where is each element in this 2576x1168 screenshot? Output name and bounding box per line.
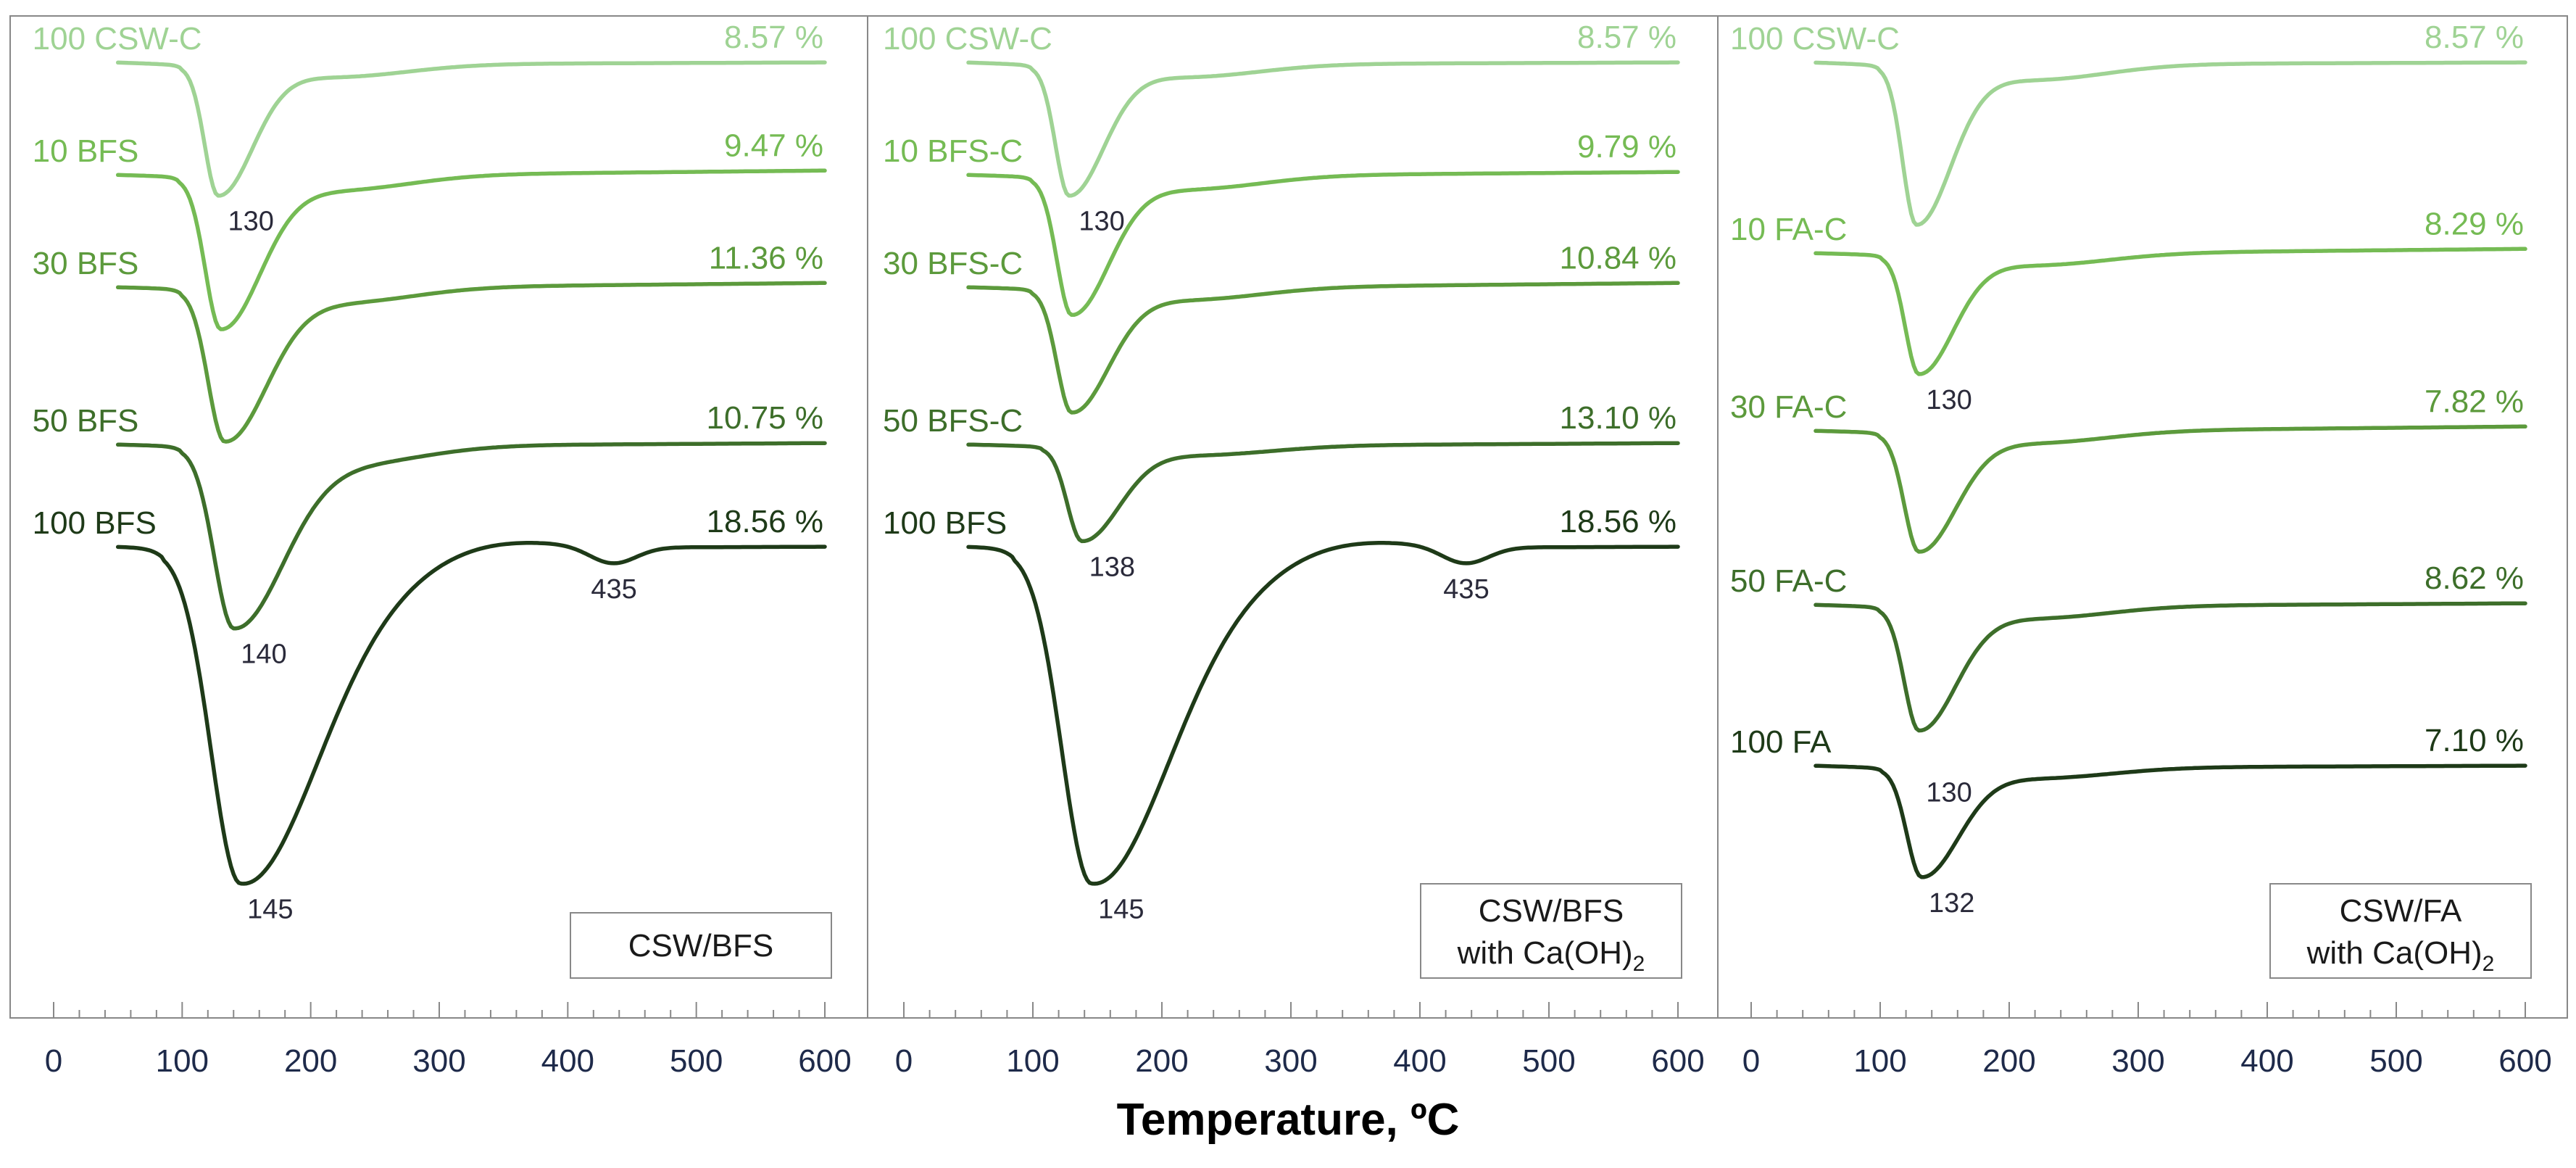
peak-label: 140 <box>241 639 286 670</box>
series-line-10-fa-c <box>1813 247 2527 376</box>
panel3-frame <box>1717 15 2568 1019</box>
series-name-label: 50 FA-C <box>1730 563 1847 599</box>
panels-group: 0 100 200 300 400 500 600 100 CSW-C 8.57 % 10 BFS… <box>9 15 2568 1079</box>
x-tick-label: 600 <box>798 1043 851 1079</box>
x-tick-label: 400 <box>2240 1043 2293 1079</box>
panel3: 0 100 200 300 400 500 600 100 CSW-C 8.57 % 10 FA-… <box>1717 15 2568 1079</box>
x-tick-label: 300 <box>1264 1043 1317 1079</box>
x-tick-label: 100 <box>156 1043 209 1079</box>
x-tick-label: 500 <box>670 1043 723 1079</box>
series-name-label: 30 FA-C <box>1730 389 1847 425</box>
panel-label-box <box>1420 883 1682 979</box>
peak-label: 132 <box>1929 888 1974 919</box>
peak-label: 435 <box>1443 574 1489 605</box>
x-tick-label: 0 <box>895 1043 913 1079</box>
panel-label-text: with Ca(OH)2 <box>1457 935 1645 976</box>
peak-label: 435 <box>591 574 636 605</box>
mass-loss-label: 11.36 % <box>709 240 823 276</box>
mass-loss-label: 9.47 % <box>724 128 823 163</box>
panel-label-box <box>2269 883 2532 979</box>
x-tick-label: 0 <box>45 1043 62 1079</box>
series-line-10-bfs <box>115 168 827 331</box>
x-tick-label: 0 <box>1742 1043 1760 1079</box>
series-name-label: 50 BFS-C <box>883 403 1023 439</box>
panel-label-box <box>570 912 832 979</box>
peak-label: 130 <box>1926 777 1972 808</box>
series-line-10-bfs-c <box>966 170 1680 318</box>
series-line-100-csw-c <box>966 60 1680 198</box>
x-tick-label: 600 <box>2498 1043 2551 1079</box>
series-name-label: 100 CSW-C <box>33 21 202 57</box>
mass-loss-label: 10.84 % <box>1560 240 1677 276</box>
peak-label: 130 <box>228 207 274 237</box>
mass-loss-label: 18.56 % <box>707 504 823 539</box>
series-line-100-csw-c <box>1813 60 2527 227</box>
series-line-100-bfs <box>966 541 1680 886</box>
mass-loss-label: 8.57 % <box>724 20 823 55</box>
x-tick-label: 500 <box>2369 1043 2422 1079</box>
mass-loss-label: 8.57 % <box>1577 20 1677 55</box>
peak-label: 138 <box>1089 552 1135 582</box>
mass-loss-label: 8.62 % <box>2425 560 2524 596</box>
series-line-50-bfs <box>115 441 827 631</box>
peak-label: 145 <box>1098 894 1144 924</box>
panel1: 0 100 200 300 400 500 600 100 CSW-C 8.57 % 10 BFS… <box>9 15 868 1079</box>
peak-label: 130 <box>1079 207 1124 237</box>
panel-label-text: CSW/BFS <box>1479 893 1624 929</box>
x-tick-label: 400 <box>1393 1043 1446 1079</box>
series-name-label: 100 FA <box>1730 724 1832 760</box>
series-name-label: 10 FA-C <box>1730 212 1847 247</box>
series-name-label: 30 BFS <box>33 246 139 281</box>
series-line-30-bfs <box>115 281 827 444</box>
x-tick-label: 200 <box>284 1043 337 1079</box>
mass-loss-label: 9.79 % <box>1577 129 1677 165</box>
mass-loss-label: 7.82 % <box>2425 384 2524 419</box>
series-line-50-fa-c <box>1813 601 2527 733</box>
x-tick-label: 500 <box>1522 1043 1575 1079</box>
series-line-30-fa-c <box>1813 424 2527 554</box>
x-tick-label: 200 <box>1135 1043 1188 1079</box>
mass-loss-label: 7.10 % <box>2425 723 2524 758</box>
x-tick-label: 300 <box>2111 1043 2164 1079</box>
panel-label-text: CSW/FA <box>2340 893 2462 929</box>
series-line-30-bfs-c <box>966 281 1680 415</box>
x-tick-label: 600 <box>1651 1043 1704 1079</box>
panel-label-text: CSW/BFS <box>628 928 773 964</box>
x-tick-label: 200 <box>1982 1043 2035 1079</box>
series-line-100-csw-c <box>115 60 827 198</box>
mass-loss-label: 18.56 % <box>1560 504 1677 539</box>
mass-loss-label: 8.57 % <box>2425 20 2524 55</box>
panel2: 0 100 200 300 400 500 600 100 CSW-C 8.57 % 10 BFS… <box>867 15 1719 1079</box>
mass-loss-label: 8.29 % <box>2425 206 2524 241</box>
x-tick-label: 100 <box>1006 1043 1059 1079</box>
series-name-label: 10 BFS-C <box>883 133 1023 169</box>
series-name-label: 10 BFS <box>33 133 139 169</box>
series-name-label: 50 BFS <box>33 403 139 439</box>
peak-label: 145 <box>247 894 293 924</box>
x-tick-label: 300 <box>412 1043 465 1079</box>
x-tick-label: 400 <box>541 1043 594 1079</box>
series-name-label: 100 BFS <box>33 505 157 541</box>
mass-loss-label: 10.75 % <box>707 400 823 436</box>
peak-label: 130 <box>1926 385 1972 415</box>
series-name-label: 30 BFS-C <box>883 246 1023 281</box>
series-name-label: 100 CSW-C <box>1730 21 1900 57</box>
series-line-100-bfs <box>115 541 827 886</box>
x-axis-title: Temperature, ºC <box>1117 1095 1460 1145</box>
series-name-label: 100 CSW-C <box>883 21 1052 57</box>
panel-label-text: with Ca(OH)2 <box>2306 935 2495 976</box>
x-tick-label: 100 <box>1853 1043 1906 1079</box>
series-line-50-bfs-c <box>966 441 1680 544</box>
series-name-label: 100 BFS <box>883 505 1007 541</box>
mass-loss-label: 13.10 % <box>1560 400 1677 436</box>
series-line-100-fa <box>1813 763 2527 879</box>
